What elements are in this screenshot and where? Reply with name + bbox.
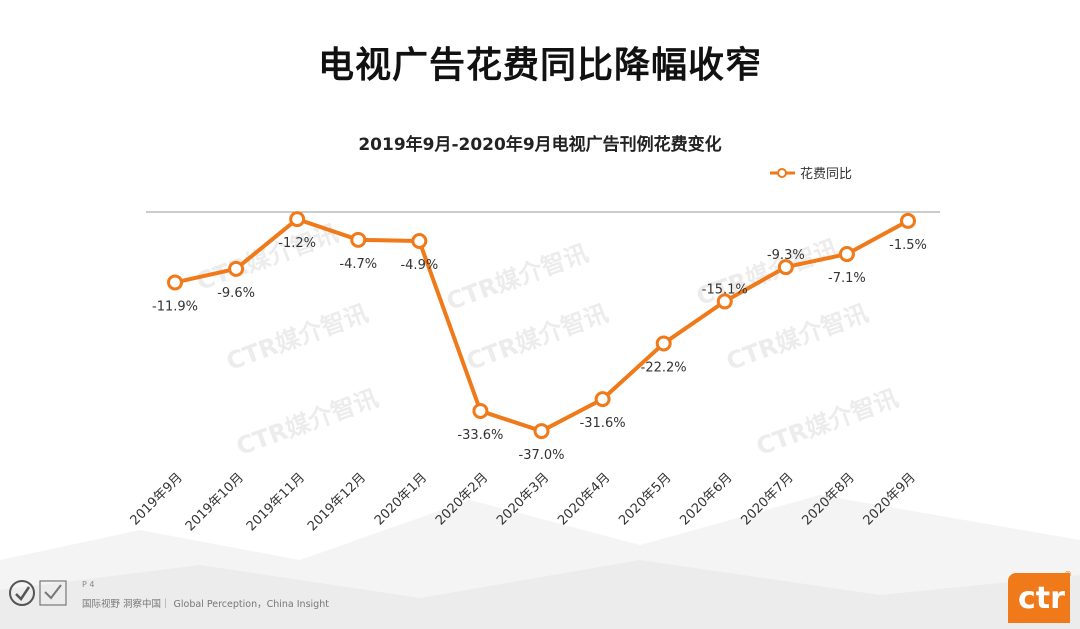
legend-label: 花费同比 — [800, 166, 852, 182]
data-point — [228, 260, 245, 277]
data-point — [533, 423, 550, 440]
x-tick-label: 2019年10月 — [183, 470, 247, 534]
x-tick-label: 2020年2月 — [433, 470, 491, 528]
data-point — [594, 391, 611, 408]
chart-title: 2019年9月-2020年9月电视广告刊例花费变化 — [358, 135, 722, 155]
x-tick-label: 2020年6月 — [677, 470, 735, 528]
data-point — [472, 402, 489, 419]
data-label: -9.6% — [217, 286, 255, 301]
footer-slogan: 国际视野 洞察中国｜ Global Perception，China Insig… — [82, 599, 329, 610]
data-label: -11.9% — [152, 299, 198, 314]
registered-mark: ® — [1064, 570, 1072, 579]
data-label: -37.0% — [519, 448, 565, 463]
x-tick-label: 2019年11月 — [244, 470, 308, 534]
page-title: 电视广告花费同比降幅收窄 — [317, 45, 762, 86]
data-point — [777, 259, 794, 276]
data-label: -1.2% — [278, 236, 316, 251]
watermark-text: CTR媒介智讯 — [753, 384, 902, 461]
data-label: -4.7% — [339, 257, 377, 272]
x-tick-label: 2020年8月 — [800, 470, 858, 528]
data-label: -1.5% — [889, 238, 927, 253]
watermark-text: CTR媒介智讯 — [723, 299, 872, 376]
data-label: -31.6% — [580, 416, 626, 431]
x-tick-label: 2019年9月 — [128, 470, 186, 528]
x-tick-label: 2020年5月 — [616, 470, 674, 528]
data-point — [838, 246, 855, 263]
watermark-text: CTR媒介智讯 — [443, 239, 592, 316]
x-tick-label: 2020年7月 — [738, 470, 796, 528]
x-tick-label: 2020年3月 — [494, 470, 552, 528]
legend-swatch-marker — [777, 168, 787, 178]
x-tick-label: 2020年4月 — [555, 470, 613, 528]
x-tick-label: 2019年12月 — [305, 470, 369, 534]
data-label: -22.2% — [641, 360, 687, 375]
data-point — [900, 212, 916, 229]
page-number: P 4 — [82, 580, 95, 589]
watermark-text: CTR媒介智讯 — [193, 219, 342, 296]
data-label: -7.1% — [828, 271, 866, 286]
data-point — [716, 293, 733, 310]
x-tick-label: 2020年1月 — [372, 470, 430, 528]
data-label: -33.6% — [457, 428, 503, 443]
data-label: -15.1% — [702, 282, 748, 297]
data-label: -9.3% — [767, 248, 805, 263]
watermark-text: CTR媒介智讯 — [223, 299, 372, 376]
data-point — [167, 274, 183, 291]
ctr-logo-text: ctr — [1018, 581, 1065, 616]
data-label: -4.9% — [400, 258, 438, 273]
data-point — [411, 233, 428, 250]
certification-icon — [9, 580, 67, 606]
x-tick-label: 2020年9月 — [861, 470, 919, 528]
watermark-text: CTR媒介智讯 — [463, 299, 612, 376]
ctr-logo: ctr — [1008, 573, 1070, 623]
watermark-text: CTR媒介智讯 — [233, 384, 382, 461]
data-point — [655, 335, 672, 352]
data-point — [350, 231, 367, 248]
data-point — [289, 211, 306, 228]
watermark-text: CTR媒介智讯 — [693, 234, 842, 311]
